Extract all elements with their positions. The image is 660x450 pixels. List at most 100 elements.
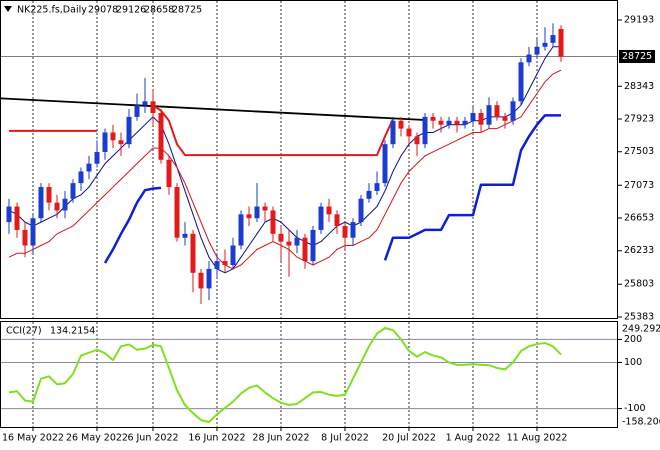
y-tick-label: 27503 — [624, 146, 654, 157]
candle-body — [206, 268, 212, 289]
x-tick-label: 11 Aug 2022 — [507, 433, 568, 444]
candle-body — [38, 187, 44, 219]
candle-body — [542, 42, 548, 47]
x-tick-label: 6 Jun 2022 — [127, 433, 178, 444]
candle-body — [294, 237, 300, 246]
header-high: 29126 — [116, 5, 146, 16]
candle-body — [334, 214, 340, 227]
cci-tick-label: 100 — [624, 357, 642, 368]
candle-body — [230, 245, 236, 265]
candle-body — [222, 261, 228, 265]
y-tick-label: 25383 — [624, 311, 654, 322]
indicator-line — [9, 104, 394, 157]
cci-title: CCI(27) — [6, 326, 42, 337]
candle-body — [30, 218, 36, 246]
y-tick-label: 29193 — [624, 15, 654, 26]
candle-body — [94, 151, 100, 164]
y-tick-label: 27073 — [624, 180, 654, 191]
candle-body — [422, 116, 428, 145]
candle-body — [70, 183, 76, 199]
candle-body — [134, 105, 140, 117]
candle-body — [462, 120, 468, 125]
header-low: 28658 — [144, 5, 174, 16]
candle-body — [318, 206, 324, 230]
cci-tick-label: 200 — [624, 334, 642, 345]
candle-body — [446, 120, 452, 125]
candle-body — [526, 54, 532, 63]
candle-body — [470, 112, 476, 121]
candle-body — [382, 144, 388, 184]
x-tick-label: 1 Aug 2022 — [446, 433, 501, 444]
indicator-line — [8, 69, 562, 270]
trendline — [1, 97, 426, 121]
candle-body — [118, 140, 124, 145]
candle-body — [310, 229, 316, 262]
candle-body — [342, 226, 348, 238]
cci-min-label: -158.206 — [622, 417, 660, 428]
candle-body — [46, 187, 52, 203]
candle-body — [350, 222, 356, 238]
candle-body — [238, 214, 244, 246]
candle-body — [150, 101, 156, 113]
y-tick-label: 26233 — [624, 245, 654, 256]
candle-body — [414, 136, 420, 145]
candle-body — [102, 132, 108, 152]
candle-body — [14, 206, 20, 230]
candle-body — [278, 233, 284, 242]
indicator-line — [8, 46, 561, 274]
cci-tick-label: -100 — [624, 403, 646, 414]
x-tick-label: 8 Jul 2022 — [321, 433, 369, 444]
candle-body — [438, 120, 444, 125]
cci-value: 134.2154 — [50, 326, 95, 337]
cci-line — [8, 327, 562, 423]
axes: 16 May 2022 26 May 2022 6 Jun 2022 16 Jun 2… — [2, 15, 660, 444]
candle-body — [486, 105, 492, 125]
candle-body — [518, 62, 524, 102]
candle-body — [110, 132, 116, 141]
candle-body — [326, 206, 332, 215]
candle-body — [6, 206, 12, 223]
candle-body — [286, 241, 292, 246]
candle-body — [494, 105, 500, 117]
candle-body — [254, 206, 260, 219]
candle-body — [302, 237, 308, 262]
candle-body — [86, 163, 92, 172]
candle-body — [190, 233, 196, 273]
price-pane — [1, 1, 617, 318]
candle-body — [454, 120, 460, 125]
menu-icon[interactable] — [4, 6, 12, 12]
candle-body — [22, 229, 28, 246]
y-tick-label: 28343 — [624, 81, 654, 92]
candle-body — [126, 116, 132, 145]
candle-body — [78, 171, 84, 184]
price-box — [619, 49, 655, 63]
y-tick-label: 27923 — [624, 113, 654, 124]
y-tick-label: 26653 — [624, 212, 654, 223]
candle-body — [270, 210, 276, 234]
y-tick-label: 25803 — [624, 279, 654, 290]
candle-body — [262, 206, 268, 211]
x-tick-label: 26 May 2022 — [66, 433, 128, 444]
header-open: 29078 — [88, 5, 118, 16]
candle-body — [214, 261, 220, 269]
candle-body — [558, 28, 564, 57]
x-tick-label: 28 Jun 2022 — [252, 433, 309, 444]
candle-body — [406, 128, 412, 137]
candle-body — [54, 202, 60, 211]
candle-body — [182, 233, 188, 238]
header-close: 28725 — [172, 5, 202, 16]
candle-body — [478, 112, 484, 125]
x-tick-label: 20 Jul 2022 — [382, 433, 436, 444]
price-box-label: 28725 — [622, 51, 652, 62]
candle-body — [534, 46, 540, 55]
candle-body — [166, 159, 172, 188]
candle-body — [246, 214, 252, 219]
candle-body — [502, 116, 508, 121]
candle-body — [366, 190, 372, 199]
x-tick-label: 16 Jun 2022 — [188, 433, 245, 444]
candle-body — [374, 183, 380, 191]
cci-pane — [1, 322, 617, 427]
candle-body — [158, 112, 164, 160]
candle-body — [62, 198, 68, 211]
